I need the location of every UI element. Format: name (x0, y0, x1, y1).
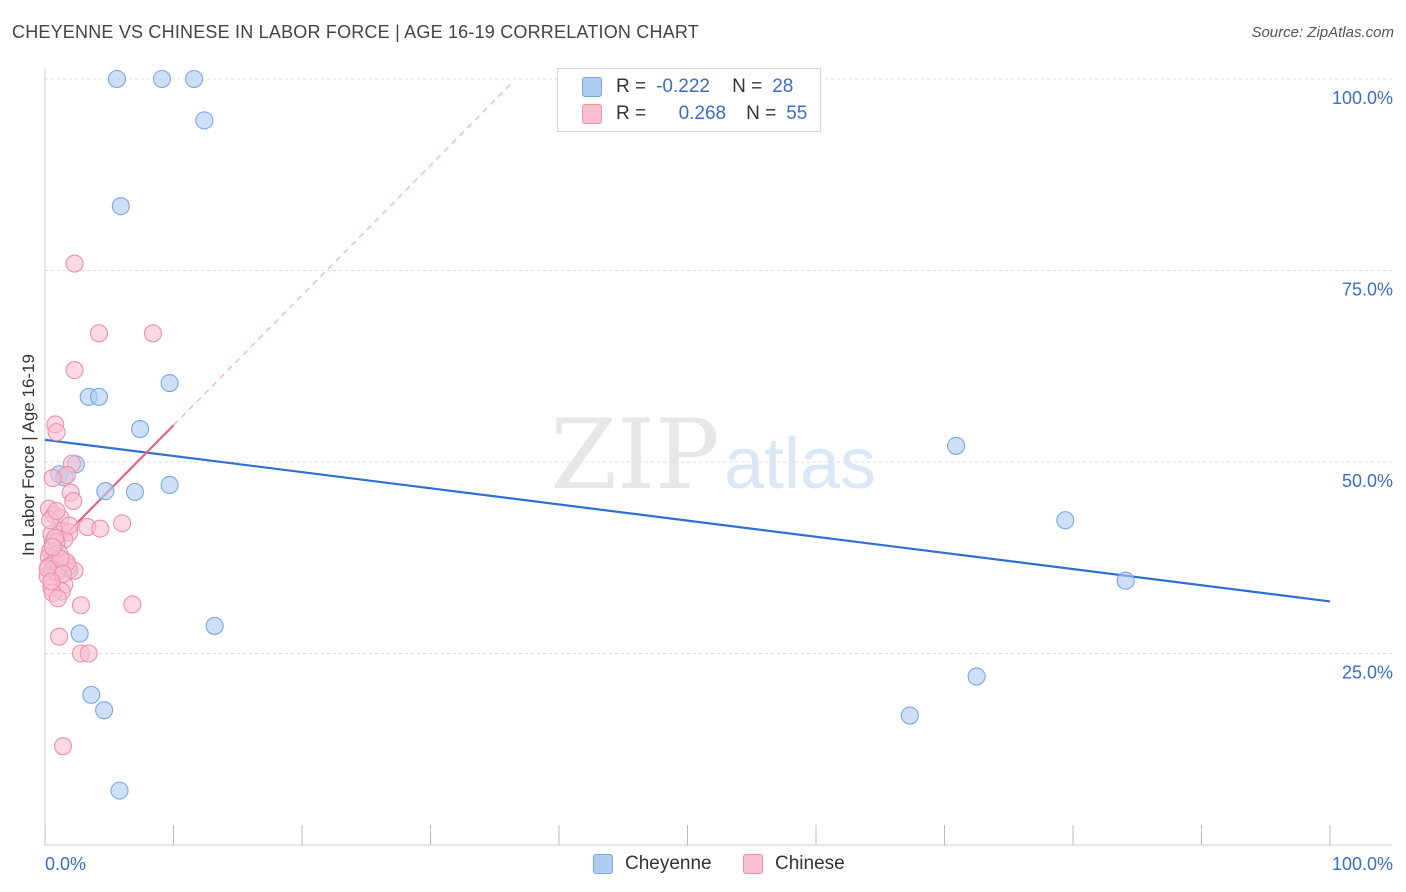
gridlines (45, 78, 1392, 654)
chinese-point (50, 627, 69, 646)
chinese-legend-swatch (743, 854, 763, 874)
r-label: R = (616, 76, 647, 97)
cheyenne-point (107, 69, 127, 89)
cheyenne-point (152, 69, 171, 89)
legend-item-cheyenne: Cheyenne (593, 853, 712, 875)
cheyenne-point (89, 387, 109, 406)
trend-lines (44, 81, 1331, 603)
stats-legend: R = -0.222 N = 28 R = 0.268 N = 55 (557, 68, 821, 132)
n-label: N = (746, 103, 777, 124)
r-value: 0.268 (678, 103, 727, 124)
r-value: -0.222 (656, 76, 710, 97)
watermark-atlas: atlas (724, 424, 876, 504)
cheyenne-point (110, 781, 129, 800)
legend-row-chinese: R = 0.268 N = 55 (582, 102, 807, 126)
chinese-point (60, 516, 79, 535)
y-tick-label: 100.0% (1332, 88, 1393, 108)
chinese-point (123, 595, 142, 614)
n-label: N = (732, 76, 763, 97)
chinese-legend-label: Chinese (775, 853, 845, 874)
cheyenne-legend-label: Cheyenne (625, 853, 712, 874)
cheyenne-point (967, 667, 986, 686)
cheyenne-point (1056, 511, 1075, 530)
chinese-point (47, 501, 66, 521)
cheyenne-point (111, 197, 130, 216)
cheyenne-trend-line (44, 438, 1331, 603)
cheyenne-point (1116, 571, 1135, 590)
chinese-point (113, 514, 132, 533)
axes (44, 68, 1392, 846)
cheyenne-legend-swatch (593, 854, 613, 874)
chinese-point (89, 324, 109, 343)
series-legend: Cheyenne Chinese (0, 851, 1406, 879)
legend-item-chinese: Chinese (743, 853, 845, 875)
n-value: 28 (772, 76, 794, 97)
watermark: ZIP atlas (550, 399, 876, 511)
chinese-point (53, 737, 73, 756)
y-tick-label: 75.0% (1342, 280, 1393, 300)
x-tick-label-min: 0.0% (45, 854, 86, 874)
chinese-point (47, 423, 66, 442)
watermark-zip: ZIP (550, 399, 719, 511)
chinese-point (48, 589, 67, 608)
cheyenne-point (160, 475, 179, 495)
cheyenne-point (185, 69, 204, 89)
y-tick-label: 50.0% (1342, 471, 1393, 491)
chinese-point (42, 572, 61, 591)
source-credit: Source: ZipAtlas.com (1251, 24, 1394, 41)
cheyenne-point (205, 616, 224, 635)
cheyenne-point (82, 685, 101, 704)
chinese-point (43, 537, 62, 557)
y-axis-title: In Labor Force | Age 16-19 (19, 354, 38, 556)
legend-row-cheyenne: R = -0.222 N = 28 (582, 75, 793, 99)
cheyenne-point (131, 420, 150, 439)
cheyenne-point (160, 374, 179, 393)
chinese-swatch (582, 104, 602, 124)
cheyenne-point (947, 436, 966, 455)
chinese-point (64, 492, 83, 511)
r-label: R = (616, 103, 647, 124)
cheyenne-point (125, 482, 144, 501)
n-value: 55 (786, 103, 808, 124)
cheyenne-point (900, 706, 919, 725)
chart-title: CHEYENNE VS CHINESE IN LABOR FORCE | AGE… (12, 22, 699, 42)
axis-labels: 25.0% 50.0% 75.0% 100.0% 0.0% 100.0% (45, 88, 1393, 874)
y-tick-label: 25.0% (1342, 663, 1393, 683)
cheyenne-swatch (582, 77, 602, 97)
data-points (38, 69, 1135, 800)
chinese-point (43, 469, 62, 488)
cheyenne-point (70, 624, 89, 643)
chinese-point (79, 644, 98, 663)
chinese-point (91, 519, 110, 538)
cheyenne-point (95, 701, 114, 720)
cheyenne-point (96, 482, 115, 501)
chinese-point (65, 254, 84, 273)
chinese-point (65, 361, 84, 380)
chinese-point (143, 324, 162, 343)
cheyenne-point (195, 111, 214, 130)
chinese-point (71, 596, 91, 615)
x-tick-label-max: 100.0% (1332, 854, 1393, 874)
chinese-trend-extension (173, 81, 514, 426)
